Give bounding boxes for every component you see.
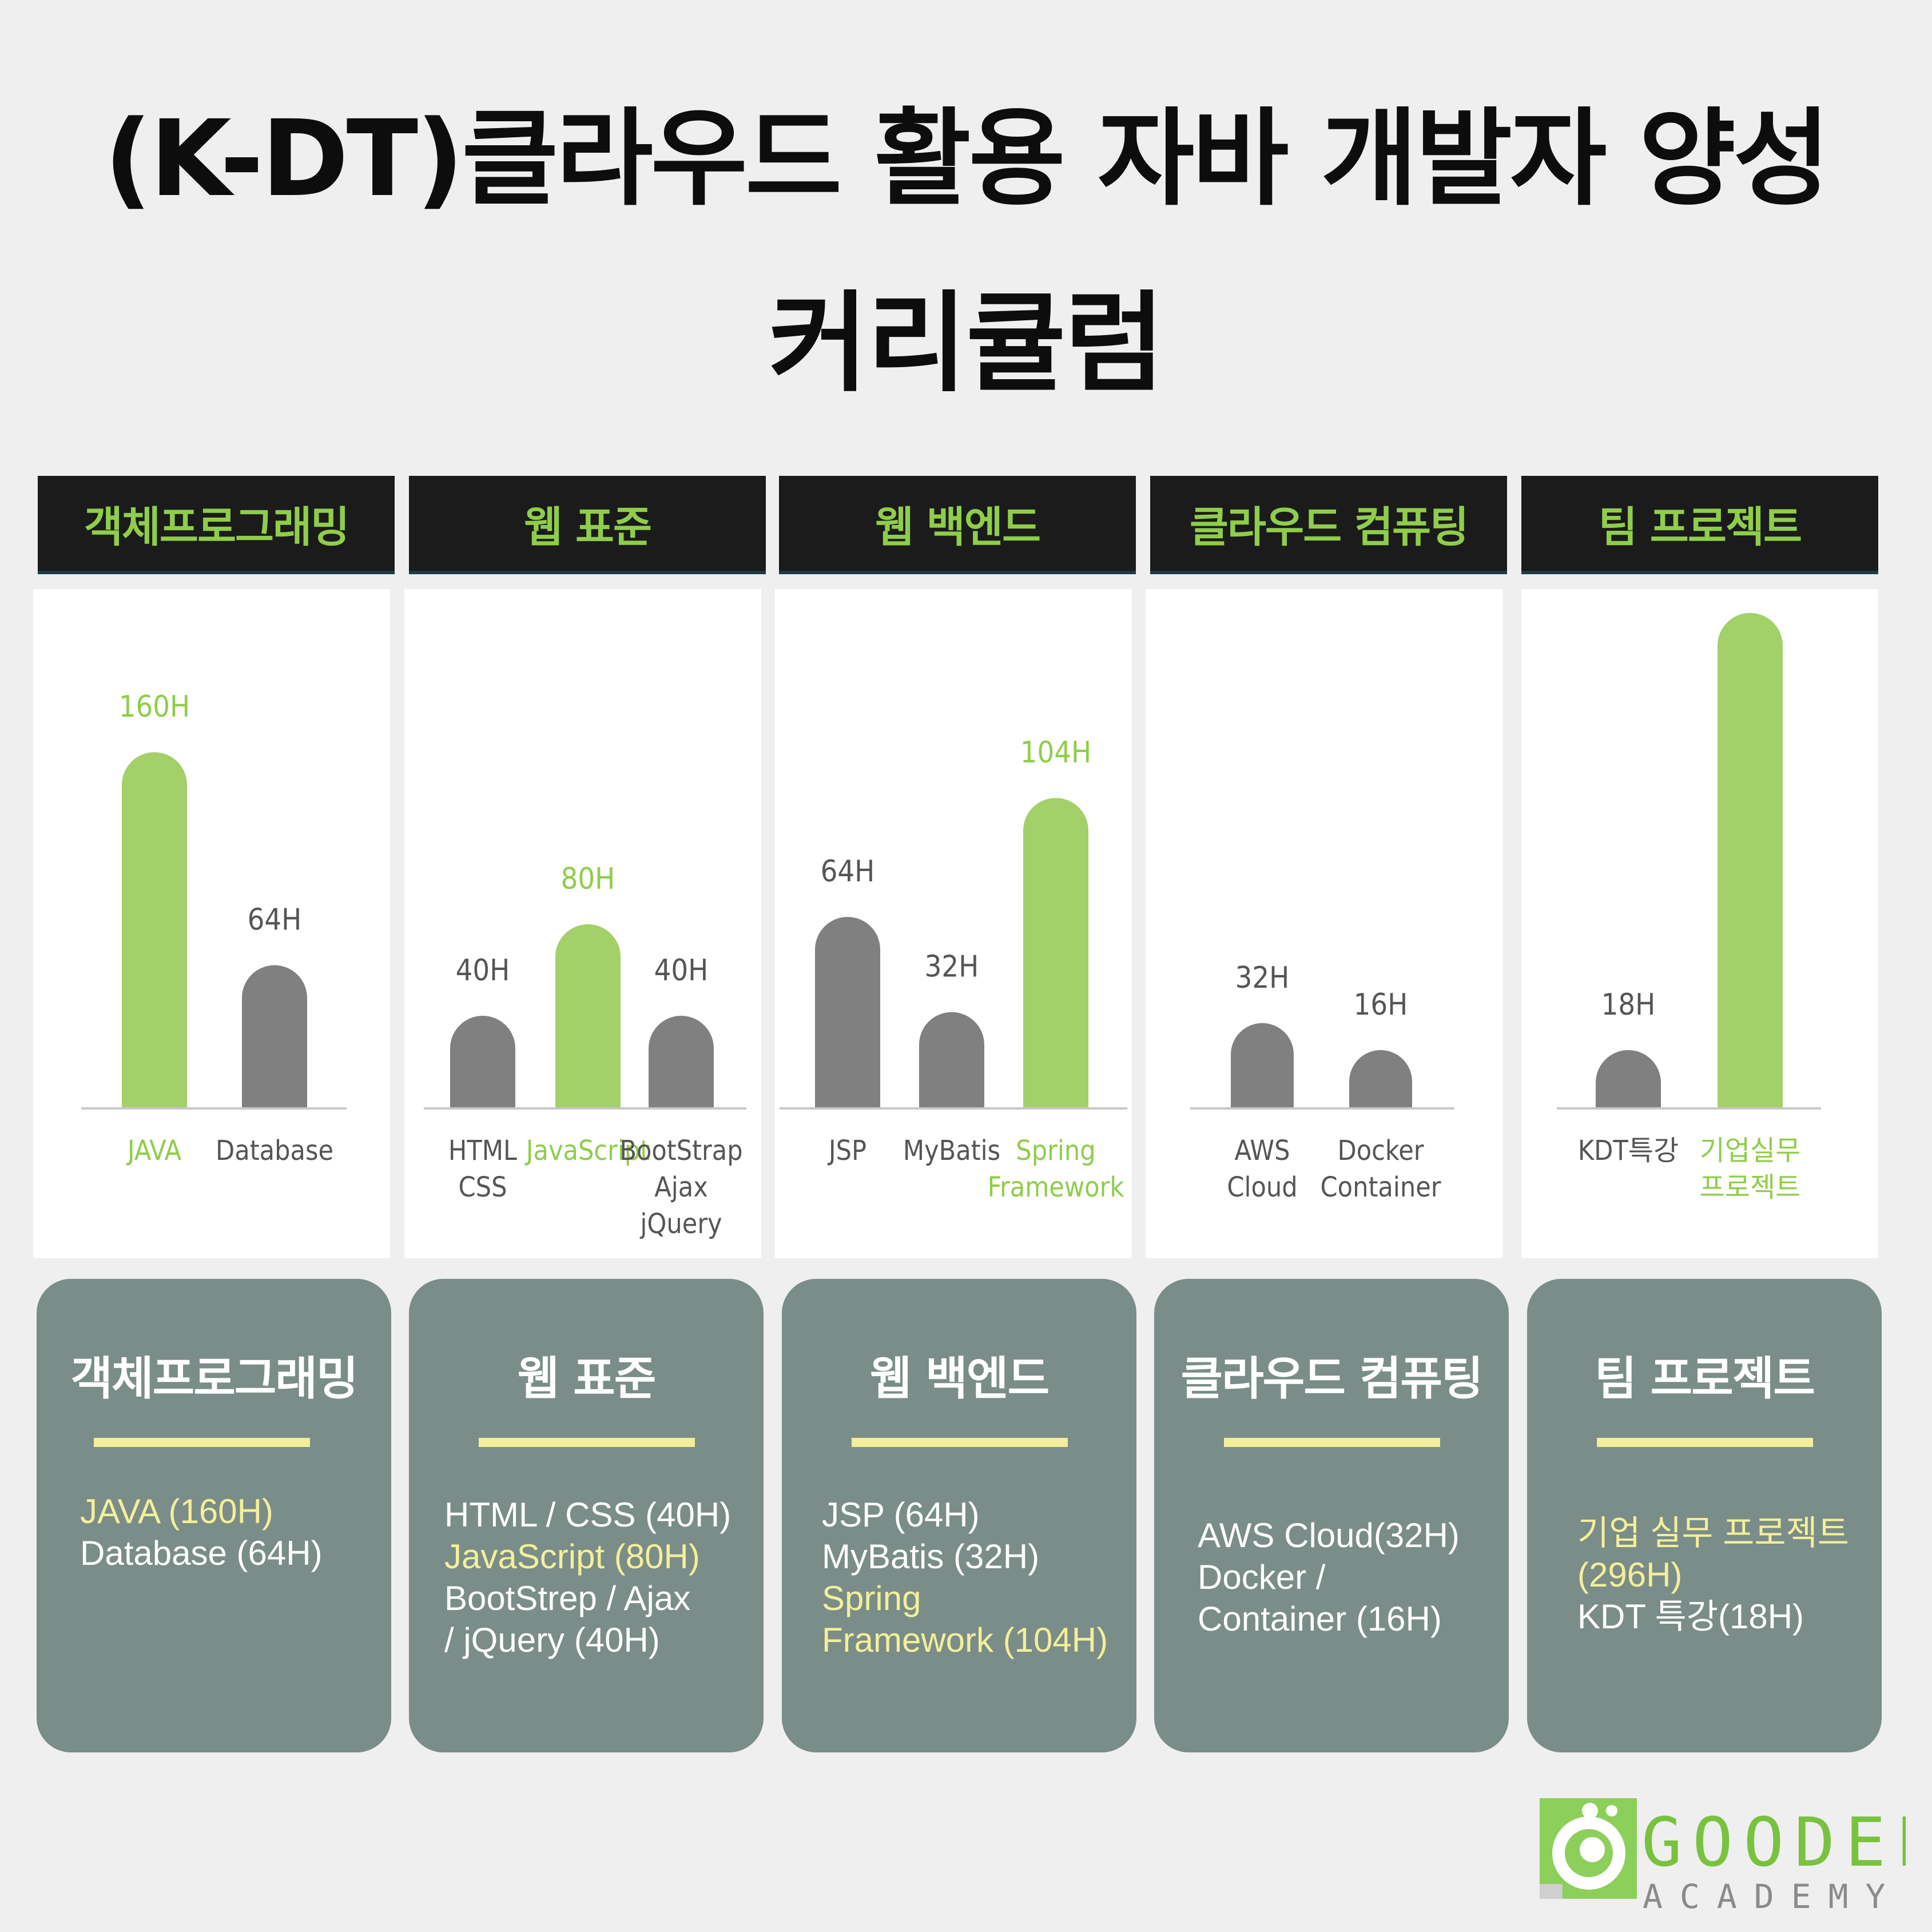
header-oop: 객체프로그래밍 xyxy=(38,476,395,574)
chart-panel-oop: 160H JAVA 64H Database xyxy=(33,589,390,1258)
bar xyxy=(1596,1050,1661,1107)
card-line: JavaScript (80H) xyxy=(444,1537,700,1576)
chart-cloud: 32H AWS Cloud 16H Docker Container xyxy=(1190,961,1454,1203)
category-label: jQuery xyxy=(639,1208,722,1240)
value-label: 80H xyxy=(561,862,615,896)
bar xyxy=(1349,1050,1412,1107)
card-list: 기업 실무 프로젝트 (296H) KDT 특강(18H) xyxy=(1577,1512,1849,1637)
header-team-project: 팀 프로젝트 xyxy=(1521,476,1878,574)
card-line: Container (16H) xyxy=(1198,1600,1442,1638)
card-line: / jQuery (40H) xyxy=(444,1621,660,1659)
card-line: KDT 특강(18H) xyxy=(1577,1597,1804,1636)
value-label: 18H xyxy=(1601,988,1656,1022)
value-label: 40H xyxy=(456,953,510,988)
value-label: 104H xyxy=(1020,736,1091,770)
category-label: Docker xyxy=(1337,1135,1424,1167)
card-title: 팀 프로젝트 xyxy=(1595,1352,1815,1405)
card-divider xyxy=(1224,1438,1440,1447)
category-label: 프로젝트 xyxy=(1700,1171,1801,1203)
info-card-cloud: 클라우드 컴퓨팅 AWS Cloud(32H) Docker / Container… xyxy=(1154,1279,1509,1752)
category-label: HTML xyxy=(448,1135,517,1167)
bar xyxy=(122,752,187,1107)
bar xyxy=(555,924,621,1107)
value-label: 16H xyxy=(1354,988,1408,1022)
bar xyxy=(242,965,307,1107)
card-list: HTML / CSS (40H) JavaScript (80H) BootStre… xyxy=(444,1494,731,1661)
card-line: (296H) xyxy=(1577,1556,1683,1594)
category-label: BootStrap xyxy=(619,1135,742,1167)
value-label: 32H xyxy=(925,950,979,984)
card-line: JSP (64H) xyxy=(822,1496,980,1534)
card-divider xyxy=(94,1438,310,1447)
card-line: HTML / CSS (40H) xyxy=(444,1496,732,1534)
category-label: KDT특강 xyxy=(1578,1135,1679,1167)
card-line: Docker / xyxy=(1198,1558,1326,1596)
chart-oop: 160H JAVA 64H Database xyxy=(81,690,347,1167)
chart-web-standard: 40H HTML CSS 80H JavaScript 40H BootStrap Ajax j… xyxy=(424,862,746,1240)
bar xyxy=(815,917,880,1107)
card-line: Database (64H) xyxy=(80,1534,323,1572)
card-line: MyBatis (32H) xyxy=(822,1537,1040,1576)
chart-panel-web-backend: 64H JSP 32H MyBatis 104H Spring Framework xyxy=(775,589,1132,1258)
category-label: JavaScript xyxy=(524,1135,650,1167)
card-list: AWS Cloud(32H) Docker / Container (16H) xyxy=(1198,1514,1460,1640)
page-subtitle: 커리큘럼 xyxy=(768,280,1164,407)
card-title: 객체프로그래밍 xyxy=(70,1352,358,1405)
goodee-academy-logo: GOODEE ACADEMY xyxy=(1540,1798,1906,1913)
logo-wordmark: GOODEE xyxy=(1641,1803,1906,1882)
bar xyxy=(1023,798,1088,1107)
bar xyxy=(919,1012,984,1107)
value-label: 64H xyxy=(248,903,302,937)
bar xyxy=(649,1016,714,1107)
category-label: Cloud xyxy=(1227,1171,1297,1203)
value-label: 160H xyxy=(119,690,190,724)
category-label: MyBatis xyxy=(903,1135,1000,1167)
card-title: 웹 표준 xyxy=(517,1352,657,1405)
chart-panel-team-project: 18HKDT특강296H기업실무프로젝트 xyxy=(1521,589,1878,1258)
chart-team-project: 18HKDT특강296H기업실무프로젝트 xyxy=(1557,613,1821,1203)
header-cloud: 클라우드 컴퓨팅 xyxy=(1150,476,1507,574)
category-label: 기업실무 xyxy=(1700,1135,1801,1167)
card-list: JSP (64H) MyBatis (32H) Spring Framework (1… xyxy=(822,1494,1108,1661)
value-label: 64H xyxy=(821,854,875,889)
card-title: 클라우드 컴퓨팅 xyxy=(1180,1352,1483,1405)
value-label: 32H xyxy=(1235,961,1290,995)
card-line: BootStrep / Ajax xyxy=(444,1579,691,1617)
value-label: 40H xyxy=(654,953,709,988)
logo-subtitle: ACADEMY xyxy=(1643,1877,1902,1913)
card-divider xyxy=(479,1438,695,1447)
category-label: JAVA xyxy=(126,1135,182,1167)
chart-panel-cloud: 32H AWS Cloud 16H Docker Container xyxy=(1146,589,1502,1258)
info-card-oop: 객체프로그래밍 JAVA (160H) Database (64H) xyxy=(37,1279,391,1752)
card-list: JAVA (160H) Database (64H) xyxy=(80,1490,323,1574)
category-label: Container xyxy=(1320,1171,1441,1203)
category-label: Framework xyxy=(988,1171,1124,1203)
header-web-backend: 웹 백엔드 xyxy=(779,476,1136,574)
card-line: AWS Cloud(32H) xyxy=(1198,1516,1460,1555)
chart-web-backend: 64H JSP 32H MyBatis 104H Spring Framework xyxy=(780,736,1127,1203)
category-label: Database xyxy=(216,1135,333,1167)
bar xyxy=(450,1016,515,1107)
category-label: CSS xyxy=(458,1171,507,1203)
card-line: Framework (104H) xyxy=(822,1621,1108,1659)
category-label: JSP xyxy=(827,1135,866,1167)
info-card-web-standard: 웹 표준 HTML / CSS (40H) JavaScript (80H) Boo… xyxy=(409,1279,764,1752)
card-divider xyxy=(852,1438,1068,1447)
category-label: Ajax xyxy=(654,1171,708,1203)
page-title: (K-DT)클라우드 활용 자바 개발자 양성 xyxy=(104,98,1830,220)
info-card-web-backend: 웹 백엔드 JSP (64H) MyBatis (32H) Spring Framew… xyxy=(782,1279,1136,1752)
card-divider xyxy=(1597,1438,1813,1447)
header-web-standard: 웹 표준 xyxy=(409,476,766,574)
info-card-team-project: 팀 프로젝트 기업 실무 프로젝트 (296H) KDT 특강(18H) xyxy=(1527,1279,1882,1752)
card-line: JAVA (160H) xyxy=(80,1492,273,1531)
card-line: Spring xyxy=(822,1579,921,1617)
card-title: 웹 백엔드 xyxy=(869,1352,1050,1405)
card-line: 기업 실무 프로젝트 xyxy=(1577,1514,1849,1552)
category-label: AWS xyxy=(1234,1135,1290,1167)
chart-panel-web-standard: 40H HTML CSS 80H JavaScript 40H BootStrap Ajax j… xyxy=(404,589,761,1258)
bar xyxy=(1718,613,1783,1107)
bar xyxy=(1231,1023,1294,1107)
category-label: Spring xyxy=(1016,1135,1095,1167)
